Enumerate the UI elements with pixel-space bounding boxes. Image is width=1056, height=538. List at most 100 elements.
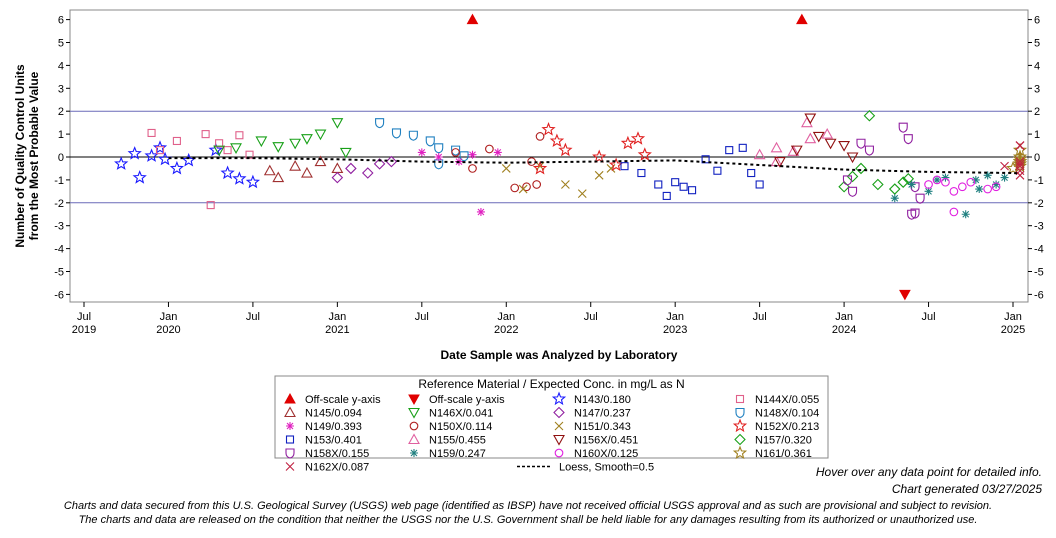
data-point[interactable] [434,143,444,154]
data-point[interactable] [888,183,901,195]
legend-marker[interactable] [553,406,565,419]
data-point[interactable] [385,155,398,168]
data-point[interactable] [373,158,386,170]
data-point[interactable] [932,175,941,184]
data-point[interactable] [915,193,925,204]
data-point[interactable] [331,171,344,184]
data-point[interactable] [114,156,129,170]
data-point[interactable] [872,178,884,191]
data-point[interactable] [856,138,866,149]
data-point[interactable] [501,164,511,173]
data-point[interactable] [147,128,156,138]
data-point[interactable] [1015,161,1025,171]
data-point[interactable] [890,194,899,203]
data-point[interactable] [331,118,344,129]
data-point[interactable] [975,185,984,194]
legend-marker[interactable] [408,394,420,406]
legend-marker[interactable] [553,434,565,446]
legend-marker[interactable] [735,394,745,404]
data-point[interactable] [577,189,587,199]
data-point[interactable] [375,118,385,129]
data-point[interactable] [235,131,244,140]
data-point[interactable] [155,146,165,155]
data-point[interactable] [314,129,327,141]
legend-marker[interactable] [285,462,295,471]
data-point[interactable] [907,209,917,220]
data-point[interactable] [949,207,959,217]
data-point[interactable] [863,110,876,122]
data-point[interactable] [855,162,867,175]
data-point[interactable] [654,180,663,189]
data-point[interactable] [899,289,911,301]
data-point[interactable] [671,178,680,187]
data-point[interactable] [1000,173,1009,182]
data-point[interactable] [245,174,261,189]
data-point[interactable] [1015,159,1025,169]
data-point[interactable] [144,148,159,162]
data-point[interactable] [747,168,756,178]
data-point[interactable] [608,157,624,172]
data-point[interactable] [314,155,327,167]
data-point[interactable] [755,180,764,189]
data-point[interactable] [821,127,834,139]
data-point[interactable] [535,132,545,141]
data-point[interactable] [152,140,168,154]
data-point[interactable] [272,142,285,153]
data-point[interactable] [1015,170,1025,180]
data-point[interactable] [230,143,242,154]
data-point[interactable] [773,157,786,168]
data-point[interactable] [272,171,285,183]
data-point[interactable] [127,146,142,160]
legend-marker[interactable] [732,418,748,433]
data-point[interactable] [804,113,817,125]
data-point[interactable] [558,142,573,157]
data-point[interactable] [468,164,477,173]
data-point[interactable] [864,145,874,156]
data-point[interactable] [301,166,313,178]
data-point[interactable] [215,139,224,148]
data-point[interactable] [991,182,1001,192]
data-point[interactable] [532,180,542,189]
data-point[interactable] [289,160,302,171]
data-point[interactable] [1015,141,1025,150]
legend-marker[interactable] [734,433,746,446]
data-point[interactable] [223,146,232,155]
legend-marker[interactable] [735,407,745,419]
data-point[interactable] [961,210,970,219]
legend-marker[interactable] [286,422,294,430]
data-point[interactable] [201,130,210,139]
data-point[interactable] [510,183,520,193]
data-point[interactable] [434,159,444,170]
data-point[interactable] [132,170,147,184]
data-point[interactable] [941,177,950,187]
data-point[interactable] [245,150,254,159]
data-point[interactable] [1012,142,1028,157]
data-point[interactable] [846,152,859,164]
data-point[interactable] [910,208,920,219]
data-point[interactable] [902,172,915,185]
data-point[interactable] [485,144,494,154]
legend-marker[interactable] [285,448,295,459]
data-point[interactable] [824,138,837,150]
data-point[interactable] [434,153,443,161]
data-point[interactable] [846,170,859,183]
data-point[interactable] [903,134,913,145]
data-point[interactable] [966,177,976,187]
data-point[interactable] [169,160,184,175]
data-point[interactable] [924,187,933,196]
data-point[interactable] [701,155,710,164]
data-point[interactable] [345,162,357,175]
data-point[interactable] [662,191,671,200]
data-point[interactable] [770,141,783,153]
data-point[interactable] [417,148,426,157]
data-point[interactable] [957,182,967,192]
data-point[interactable] [594,170,604,180]
data-point[interactable] [924,180,933,189]
data-point[interactable] [468,150,477,159]
data-point[interactable] [592,149,607,164]
data-point[interactable] [459,151,469,162]
data-point[interactable] [522,182,531,192]
data-point[interactable] [992,180,1001,189]
legend-marker[interactable] [554,421,564,431]
legend-marker[interactable] [551,391,567,406]
